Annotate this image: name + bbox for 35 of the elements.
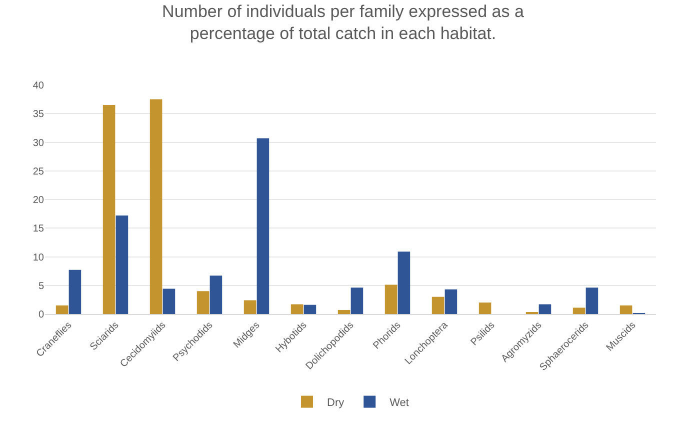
bar — [478, 302, 492, 314]
bar — [56, 305, 68, 314]
y-tick-label: 20 — [32, 195, 44, 206]
bar — [196, 291, 210, 314]
y-tick-label: 25 — [32, 166, 44, 178]
bar — [150, 99, 162, 314]
bar — [572, 308, 586, 314]
y-tick-label: 0 — [38, 310, 44, 320]
y-tick-label: 10 — [32, 252, 44, 264]
bar — [68, 270, 82, 314]
bar — [384, 284, 398, 314]
bar — [444, 289, 458, 314]
y-tick-label: 30 — [32, 138, 44, 149]
y-tick-label: 40 — [32, 80, 44, 92]
bar — [244, 300, 256, 314]
bar — [586, 288, 598, 314]
bar — [338, 310, 350, 314]
chart-title: Number of individuals per family expressed as a percentage of total catch in each habitat. — [162, 2, 524, 44]
bar — [256, 138, 270, 314]
bar — [162, 288, 176, 314]
bar — [116, 216, 128, 314]
legend-label: Dry — [327, 397, 345, 410]
legend-label: Wet — [390, 397, 409, 410]
bar — [102, 105, 116, 314]
bar — [398, 252, 410, 314]
y-tick-label: 35 — [32, 109, 44, 120]
bar — [432, 296, 444, 314]
bar — [620, 305, 632, 314]
bar — [304, 304, 316, 314]
bar — [210, 276, 222, 314]
bar — [290, 304, 304, 314]
y-tick-label: 5 — [38, 280, 44, 292]
bar — [350, 288, 364, 314]
y-tick-label: 15 — [32, 224, 44, 235]
bar — [538, 304, 552, 314]
